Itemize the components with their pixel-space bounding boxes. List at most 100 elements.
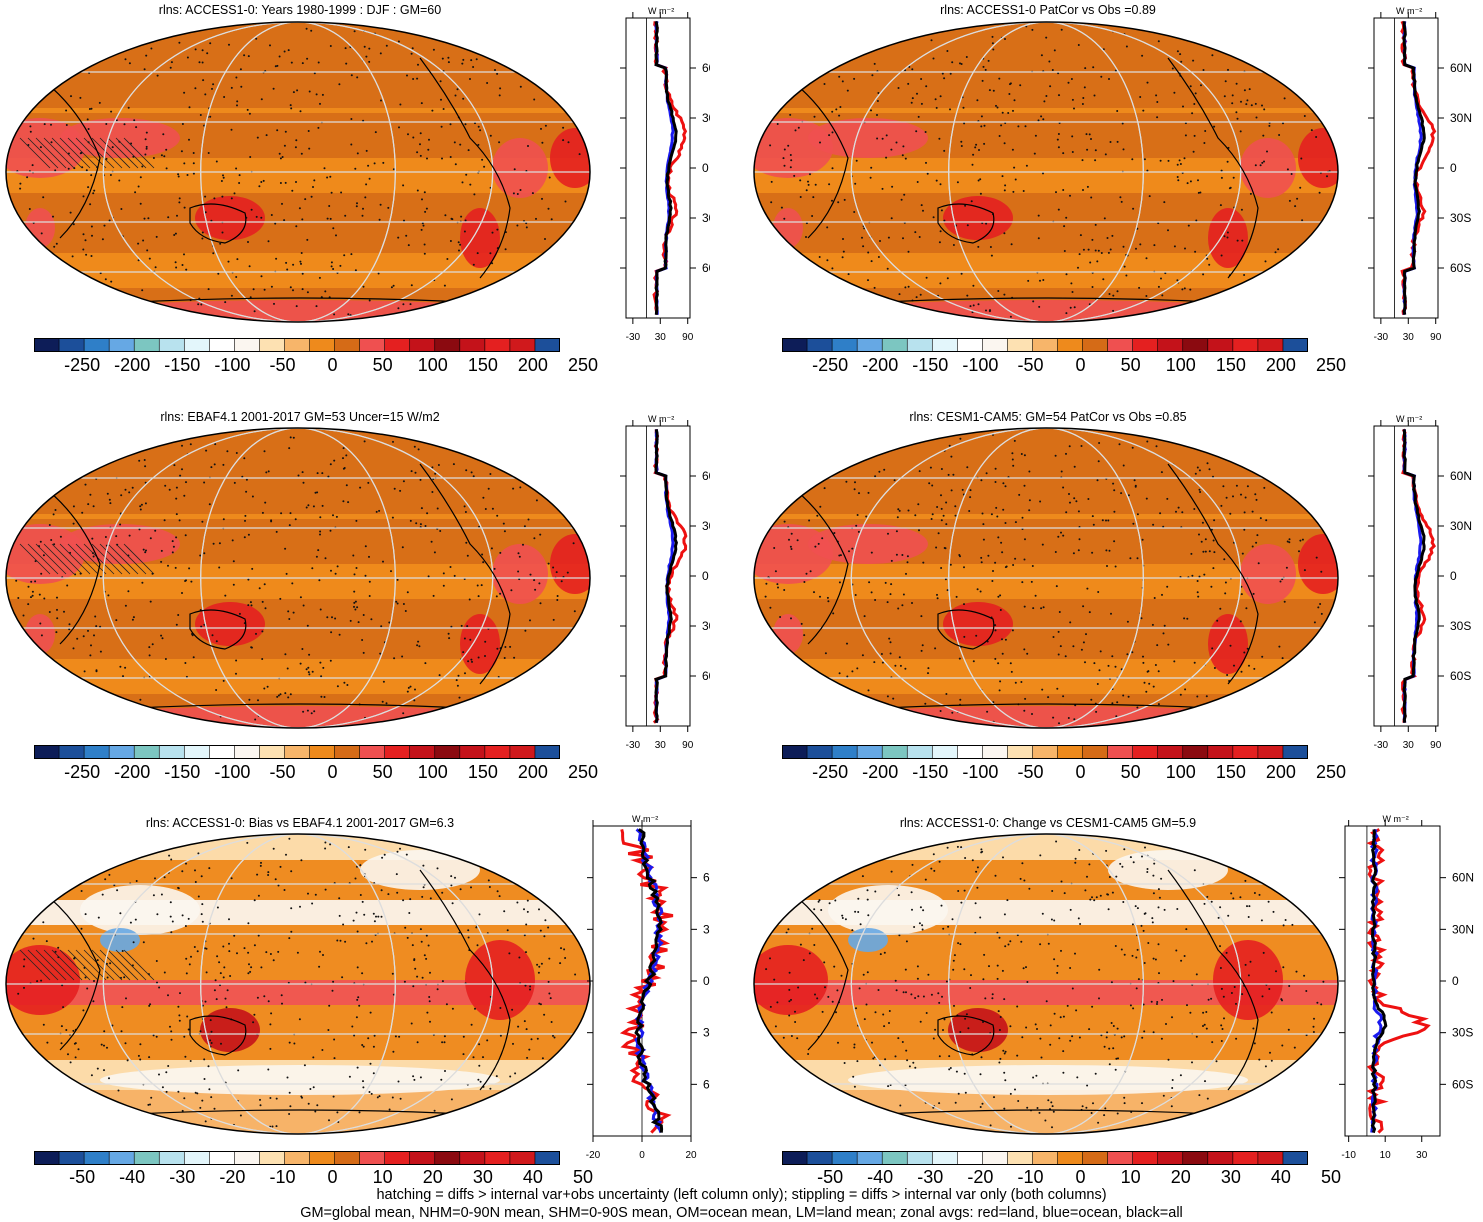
colorbar-swatch — [133, 338, 161, 352]
colorbar-6 — [782, 1151, 1308, 1165]
colorbar-tick-label: -50 — [1017, 762, 1044, 782]
colorbar-tick-label: -40 — [119, 1167, 146, 1187]
colorbar-swatch — [931, 745, 959, 759]
zonal-lat-label: 30S — [1450, 211, 1471, 225]
colorbar-tick-label: -200 — [862, 355, 899, 375]
colorbar-tick-label: 250 — [568, 762, 599, 782]
colorbar-swatch — [284, 338, 311, 352]
zonal-lat-label: 30S — [1452, 1026, 1473, 1040]
colorbar-swatch — [782, 745, 808, 759]
colorbar-tick-label: -150 — [912, 355, 949, 375]
zonal-all-curve — [654, 428, 678, 724]
colorbar-4 — [782, 745, 1308, 759]
colorbar-swatch — [806, 745, 833, 759]
colorbar-tick-label: -250 — [812, 355, 849, 375]
panel-title-3: rlns: EBAF4.1 2001-2017 GM=53 Uncer=15 W… — [160, 410, 440, 424]
colorbar-swatch — [1007, 745, 1034, 759]
colorbar-swatch — [1182, 1151, 1209, 1165]
zonal-units-label: W m⁻² — [648, 6, 674, 16]
colorbar-swatch — [931, 338, 959, 352]
panel-title-6: rlns: ACCESS1-0: Change vs CESM1-CAM5 GM… — [899, 816, 1197, 830]
zonal-lat-label: 30S — [702, 211, 710, 225]
colorbar-swatch — [209, 1151, 236, 1165]
colorbar-2 — [782, 338, 1308, 352]
zonal-lat-label: 60N — [702, 469, 710, 483]
zonal-x-label: 30 — [1403, 740, 1415, 751]
zonal-lat-label: 0 — [1450, 161, 1457, 175]
colorbar-swatch — [359, 745, 386, 759]
zonal-x-label: 20 — [685, 1150, 697, 1161]
colorbar-tick-label: 40 — [522, 1167, 543, 1187]
colorbar-swatch — [83, 338, 110, 352]
colorbar-tick-label: -200 — [114, 762, 151, 782]
colorbar-tick-label: -50 — [69, 1167, 96, 1187]
zonal-x-label: -30 — [626, 740, 641, 751]
colorbar-tick-label: 30 — [1220, 1167, 1241, 1187]
colorbar-swatch — [58, 1151, 85, 1165]
colorbar-swatch — [982, 745, 1009, 759]
zonal-lat-label: 30N — [1452, 922, 1474, 936]
colorbar-swatch — [1082, 1151, 1109, 1165]
zonal-lat-label: 60N — [1452, 871, 1474, 885]
zonal-x-label: 90 — [682, 740, 694, 751]
colorbar-tick-label: 50 — [372, 355, 393, 375]
colorbar-swatch — [34, 745, 60, 759]
colorbar-swatch — [831, 745, 858, 759]
zonal-lat-label: 30N — [1450, 111, 1472, 125]
colorbar-swatch — [158, 745, 186, 759]
colorbar-swatch — [1282, 745, 1308, 759]
colorbar-tick-label: -250 — [64, 355, 101, 375]
colorbar-swatch — [108, 338, 135, 352]
colorbar-swatch — [1132, 338, 1159, 352]
colorbar-swatch — [1157, 745, 1184, 759]
colorbar-tick-label: 30 — [472, 1167, 493, 1187]
colorbar-swatch — [1032, 745, 1059, 759]
zonal-lat-label: 60N — [1450, 61, 1472, 75]
colorbar-tick-label: -50 — [817, 1167, 844, 1187]
zonal-plot-1: W m⁻² 60N 30N 0 30S 60S -30 30 90 — [620, 6, 710, 343]
zonal-lat-label: 30N — [702, 111, 710, 125]
zonal-lat-label: 60S — [1450, 261, 1471, 275]
colorbar-swatch — [183, 745, 211, 759]
colorbar-swatch — [831, 1151, 858, 1165]
colorbar-tick-label: 100 — [417, 355, 448, 375]
colorbar-tick-label: 250 — [1316, 762, 1347, 782]
colorbar-tick-label: 20 — [422, 1167, 443, 1187]
colorbar-tick-label: -20 — [967, 1167, 994, 1187]
zonal-lat-label: 30S — [1450, 619, 1471, 633]
colorbar-swatch — [831, 338, 858, 352]
colorbar-swatch — [1207, 338, 1234, 352]
colorbar-swatch — [1107, 745, 1134, 759]
colorbar-swatch — [806, 338, 833, 352]
colorbar-tick-label: 10 — [1120, 1167, 1141, 1187]
colorbar-swatch — [183, 1151, 211, 1165]
colorbar-tick-label: -50 — [269, 762, 296, 782]
zonal-units-label: W m⁻² — [1383, 814, 1409, 824]
colorbar-swatch — [1257, 338, 1284, 352]
colorbar-tick-label: 50 — [573, 1167, 594, 1187]
colorbar-swatch — [1207, 745, 1234, 759]
colorbar-tick-label: 200 — [517, 355, 548, 375]
map-panel-3 — [5, 427, 591, 729]
colorbar-1 — [34, 338, 560, 352]
zonal-lat-label: 30N — [703, 922, 710, 936]
colorbar-swatch — [158, 338, 186, 352]
colorbar-swatch — [183, 338, 211, 352]
colorbar-swatch — [409, 338, 436, 352]
colorbar-swatch — [334, 338, 361, 352]
colorbar-swatch — [334, 1151, 361, 1165]
footer-hatching-note: hatching = diffs > internal var+obs unce… — [376, 1187, 1107, 1203]
colorbar-swatch — [1057, 1151, 1084, 1165]
zonal-lat-label: 60S — [1452, 1077, 1473, 1091]
colorbar-swatch — [384, 745, 411, 759]
zonal-land-curve — [1366, 828, 1431, 1134]
zonal-units-label: W m⁻² — [632, 814, 658, 824]
colorbar-tick-label: -20 — [219, 1167, 246, 1187]
colorbar-swatch — [58, 338, 85, 352]
colorbar-tick-label: 150 — [1215, 355, 1246, 375]
colorbar-tick-label: 0 — [1075, 355, 1086, 375]
colorbar-swatch — [982, 1151, 1009, 1165]
colorbar-tick-label: 150 — [467, 762, 498, 782]
colorbar-swatch — [158, 1151, 186, 1165]
zonal-lat-label: 60S — [702, 669, 710, 683]
